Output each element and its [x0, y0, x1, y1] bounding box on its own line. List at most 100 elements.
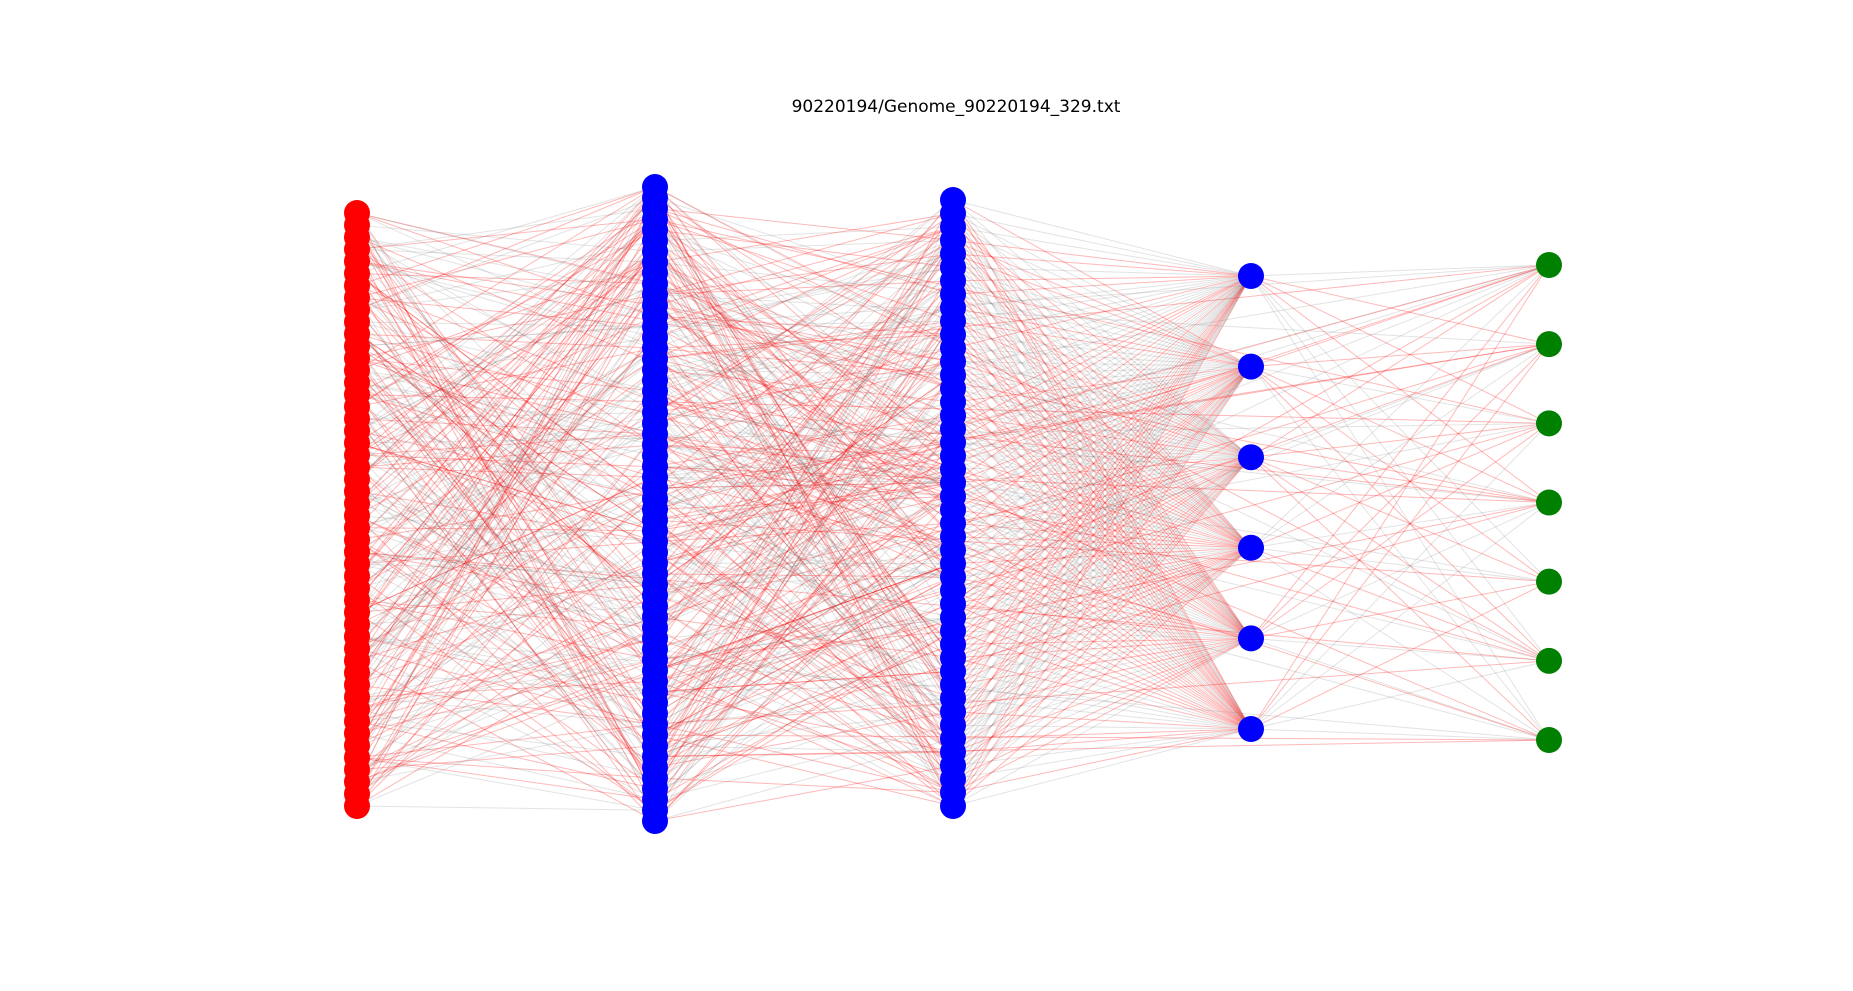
positive-edge [654, 680, 954, 780]
positive-edge [1250, 264, 1550, 730]
positive-edge [356, 487, 656, 625]
negative-edge [356, 423, 656, 698]
negative-edge [952, 366, 1252, 538]
positive-edge [952, 361, 1252, 639]
positive-edge [952, 576, 1252, 639]
positive-edge [654, 283, 954, 699]
negative-edge [356, 197, 656, 311]
negative-edge [654, 455, 954, 725]
negative-edge [654, 401, 954, 714]
positive-edge [654, 522, 954, 704]
negative-edge [654, 455, 954, 713]
negative-edge [356, 720, 656, 758]
positive-edge [952, 275, 1252, 295]
negative-edge [356, 186, 656, 274]
positive-edge [654, 495, 954, 671]
positive-edge [654, 251, 954, 511]
positive-edge [952, 547, 1252, 659]
positive-edge [952, 456, 1252, 484]
negative-edge [356, 691, 656, 722]
negative-edge [356, 240, 656, 541]
positive-edge [654, 495, 954, 510]
positive-edge [356, 186, 656, 287]
negative-edge [356, 379, 656, 553]
negative-edge [654, 563, 954, 650]
positive-edge [356, 670, 656, 771]
positive-edge [952, 253, 1252, 549]
negative-edge [1250, 264, 1550, 277]
positive-edge [356, 455, 656, 746]
negative-edge [952, 637, 1252, 767]
negative-edge [654, 199, 954, 435]
positive-edge [356, 236, 656, 596]
positive-edge [952, 637, 1252, 713]
positive-edge [356, 539, 656, 768]
negative-edge [1250, 264, 1550, 549]
positive-edge [654, 280, 954, 768]
positive-edge [654, 549, 954, 650]
negative-edge [952, 275, 1252, 726]
positive-edge [356, 251, 656, 444]
positive-edge [356, 680, 656, 698]
positive-edge [654, 240, 954, 768]
negative-edge [654, 401, 954, 478]
negative-edge [356, 315, 656, 674]
positive-edge [952, 509, 1252, 730]
positive-edge [356, 251, 656, 625]
negative-edge [952, 280, 1252, 458]
positive-edge [356, 297, 656, 618]
positive-edge [356, 283, 656, 795]
positive-edge [952, 547, 1252, 605]
positive-edge [356, 297, 656, 446]
positive-edge [952, 275, 1252, 538]
positive-edge [952, 637, 1252, 659]
positive-edge [654, 315, 954, 363]
negative-edge [654, 307, 954, 371]
negative-edge [952, 366, 1252, 416]
negative-edge [356, 551, 656, 795]
negative-edge [654, 272, 954, 726]
positive-edge [356, 599, 656, 661]
negative-edge [654, 549, 954, 596]
positive-edge [356, 294, 656, 649]
positive-edge [654, 307, 954, 790]
negative-edge [952, 366, 1252, 699]
negative-edge [654, 573, 954, 767]
negative-edge [654, 280, 954, 607]
negative-edge [356, 358, 656, 589]
positive-edge [356, 197, 656, 783]
negative-edge [356, 708, 656, 779]
negative-edge [356, 401, 656, 577]
negative-edge [654, 239, 954, 349]
negative-edge [356, 605, 656, 795]
positive-edge [952, 347, 1252, 549]
positive-edge [356, 315, 656, 734]
positive-edge [654, 199, 954, 747]
positive-edge [654, 379, 954, 497]
positive-edge [356, 212, 656, 317]
positive-edge [654, 530, 954, 740]
positive-edge [654, 240, 954, 443]
positive-edge [356, 240, 656, 746]
positive-edge [356, 659, 656, 783]
negative-edge [654, 369, 954, 807]
negative-edge [356, 637, 656, 698]
negative-edge [654, 536, 954, 800]
positive-edge [654, 630, 954, 811]
positive-edge [952, 213, 1252, 730]
negative-edge [654, 240, 954, 714]
positive-edge [654, 441, 954, 532]
negative-edge [356, 272, 656, 311]
output-node [1536, 252, 1562, 278]
positive-edge [654, 261, 954, 389]
positive-edge [356, 433, 656, 807]
positive-edge [654, 320, 954, 510]
negative-edge [356, 478, 656, 790]
negative-edge [356, 321, 656, 392]
negative-edge [952, 275, 1252, 780]
positive-edge [356, 442, 656, 532]
positive-edge [654, 519, 954, 807]
negative-edge [654, 711, 954, 747]
negative-edge [952, 590, 1252, 639]
negative-edge [952, 441, 1252, 458]
